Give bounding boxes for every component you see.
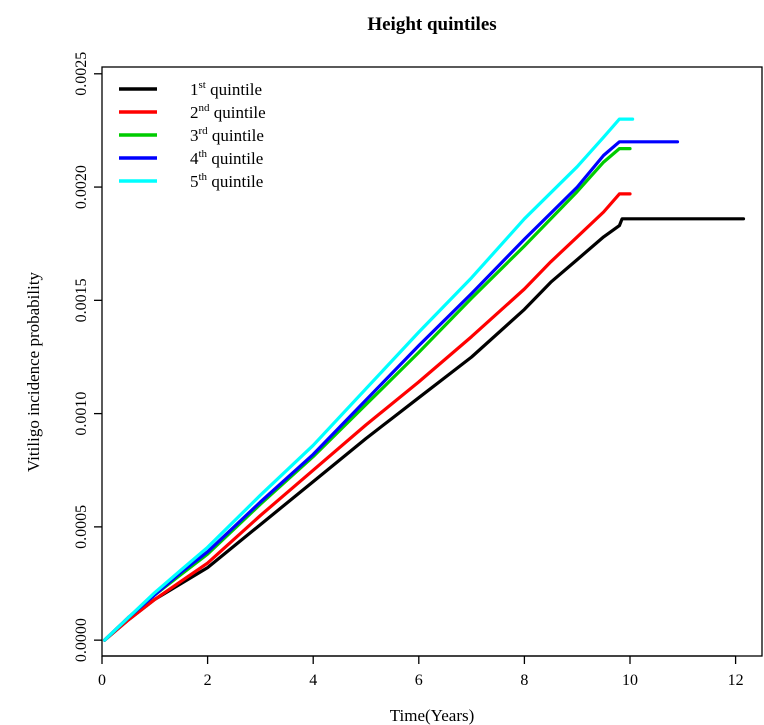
y-tick-label: 0.0010 (73, 392, 90, 436)
legend-label-text: quintile (208, 126, 264, 145)
x-tick-label: 6 (415, 672, 423, 689)
y-tick-label: 0.0005 (73, 505, 90, 549)
legend-label-3: 3rd quintile (190, 125, 264, 145)
y-axis-label: Vitiligo incidence probability (24, 271, 43, 472)
legend-label-text: quintile (207, 172, 263, 191)
legend-label-number: 3 (190, 126, 199, 145)
legend-label-number: 5 (190, 172, 199, 191)
legend-label-number: 2 (190, 103, 199, 122)
series-line-5 (102, 117, 635, 642)
legend-label-text: quintile (210, 103, 266, 122)
x-axis-label: Time(Years) (390, 706, 475, 725)
x-tick-label: 4 (309, 672, 317, 689)
legend-label-superscript: nd (199, 102, 211, 114)
legend-label-text: quintile (206, 80, 262, 99)
legend-label-5: 5th quintile (190, 171, 263, 191)
legend-label-2: 2nd quintile (190, 102, 266, 122)
y-tick-label: 0.0000 (73, 618, 90, 662)
y-tick-label: 0.0015 (73, 278, 90, 322)
legend-label-4: 4th quintile (190, 148, 263, 168)
series-line-1 (102, 217, 746, 642)
y-axis: 0.0000 0.0005 0.0010 0.0015 0.0020 0.0025 (73, 52, 102, 662)
x-tick-label: 2 (204, 672, 212, 689)
series-layer (102, 117, 746, 642)
x-tick-label: 0 (98, 672, 106, 689)
chart-title: Height quintiles (367, 14, 496, 35)
legend-label-superscript: th (199, 148, 208, 160)
legend-label-superscript: st (199, 79, 206, 91)
y-tick-label: 0.0025 (73, 52, 90, 96)
series-line-4 (102, 140, 680, 642)
x-tick-label: 10 (622, 672, 638, 689)
legend-label-text: quintile (207, 149, 263, 168)
legend-label-1: 1st quintile (190, 79, 262, 99)
legend-label-number: 4 (190, 149, 199, 168)
series-line-2 (102, 192, 632, 642)
y-tick-label: 0.0020 (73, 165, 90, 209)
x-axis: 0 2 4 6 8 10 12 (98, 655, 744, 689)
x-tick-label: 8 (520, 672, 528, 689)
legend-label-superscript: rd (199, 125, 209, 137)
x-tick-label: 12 (728, 672, 744, 689)
legend-label-superscript: th (199, 171, 208, 183)
legend-label-number: 1 (190, 80, 199, 99)
